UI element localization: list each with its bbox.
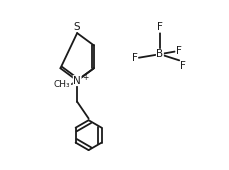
Text: N: N [73,76,81,86]
Text: F: F [131,53,137,63]
Text: B: B [156,49,163,59]
Text: +: + [82,73,88,82]
Text: F: F [175,46,181,56]
Text: CH₃: CH₃ [54,80,70,89]
Text: S: S [74,22,80,32]
Text: F: F [156,22,162,32]
Text: F: F [180,61,185,71]
